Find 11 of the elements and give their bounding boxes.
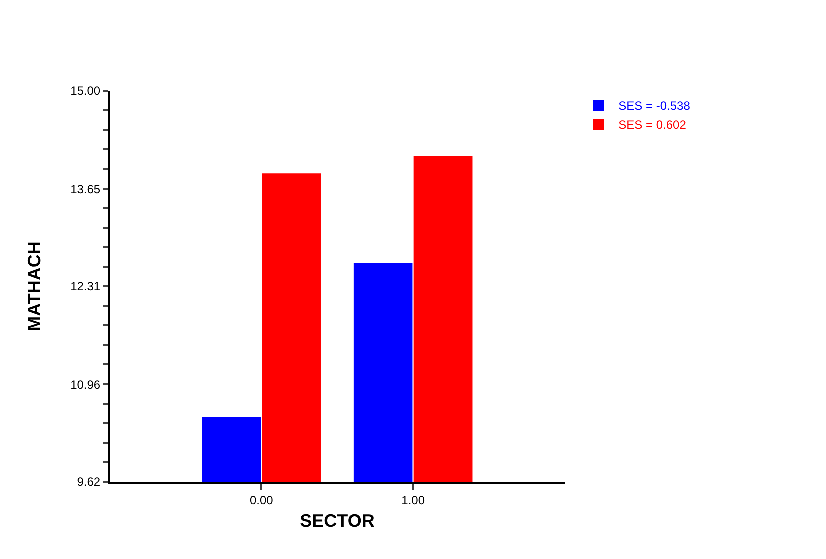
y-tick-label: 10.96 bbox=[70, 378, 101, 392]
y-tick-label: 12.31 bbox=[70, 280, 101, 294]
y-tick-label: 13.65 bbox=[70, 182, 101, 196]
x-axis-title: SECTOR bbox=[300, 511, 375, 531]
x-tick-label: 0.00 bbox=[250, 493, 274, 508]
y-tick-label: 9.62 bbox=[77, 475, 101, 490]
y-axis-title: MATHACH bbox=[24, 242, 44, 332]
legend-label: SES = -0.538 bbox=[618, 99, 691, 114]
text: 15.00 bbox=[70, 84, 101, 98]
x-tick-label: 1.00 bbox=[402, 493, 426, 508]
legend-label: SES = 0.602 bbox=[618, 118, 687, 132]
